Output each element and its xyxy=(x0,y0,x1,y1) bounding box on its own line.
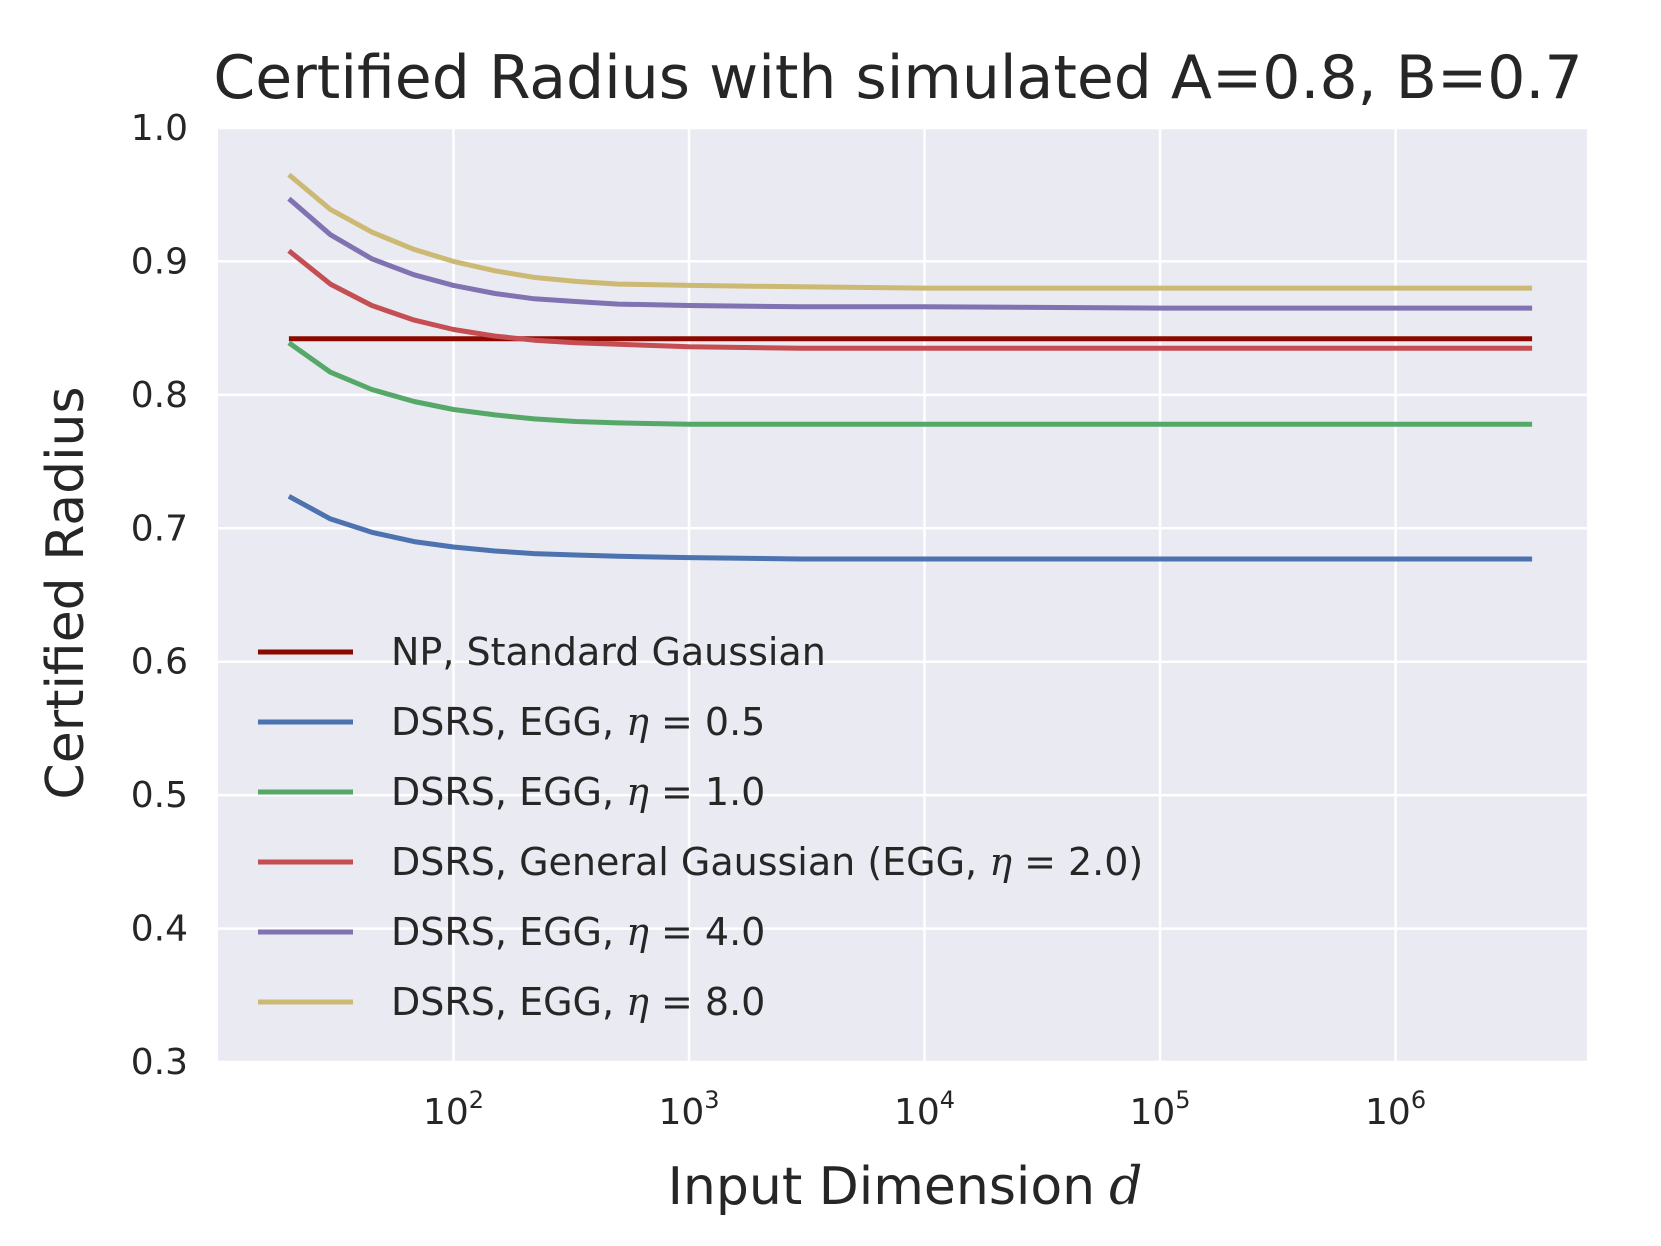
y-tick-label: 0.9 xyxy=(131,241,188,282)
legend-label: DSRS, EGG, η = 0.5 xyxy=(391,700,765,744)
y-tick-labels: 0.3 0.4 0.5 0.6 0.7 0.8 0.9 1.0 xyxy=(131,108,188,1083)
series-line-5 xyxy=(287,196,1533,311)
x-tick-label: 103 xyxy=(658,1086,719,1133)
x-tick-label: 106 xyxy=(1365,1086,1426,1133)
legend-item: DSRS, EGG, η = 4.0 xyxy=(258,910,765,954)
y-tick-label: 0.7 xyxy=(131,508,188,549)
legend-item: DSRS, EGG, η = 0.5 xyxy=(258,700,765,744)
y-tick-label: 0.6 xyxy=(131,642,188,683)
legend-label: DSRS, EGG, η = 1.0 xyxy=(391,770,765,814)
x-tick-label: 102 xyxy=(423,1086,484,1133)
y-tick-label: 0.5 xyxy=(131,775,188,816)
series-line-3 xyxy=(287,340,1533,427)
x-tick-label: 104 xyxy=(894,1086,955,1133)
x-axis-label-text: Input Dimension xyxy=(668,1157,1096,1217)
x-axis-label-variable: d xyxy=(1109,1157,1142,1217)
legend-item: DSRS, General Gaussian (EGG, η = 2.0) xyxy=(258,840,1143,884)
legend-label: NP, Standard Gaussian xyxy=(391,630,826,674)
y-tick-label: 0.3 xyxy=(131,1042,188,1083)
series-line-2 xyxy=(287,494,1533,562)
y-tick-label: 1.0 xyxy=(131,108,188,149)
y-tick-label: 0.8 xyxy=(131,375,188,416)
legend-item: DSRS, EGG, η = 1.0 xyxy=(258,770,765,814)
series-line-6 xyxy=(287,172,1533,291)
series-layer xyxy=(287,172,1533,562)
series-line-4 xyxy=(287,248,1533,351)
chart-title: Certified Radius with simulated A=0.8, B… xyxy=(213,43,1582,113)
legend-label: DSRS, EGG, η = 8.0 xyxy=(391,980,765,1024)
x-tick-labels: 102 103 104 105 106 xyxy=(423,1086,1426,1133)
legend-item: DSRS, EGG, η = 8.0 xyxy=(258,980,765,1024)
legend-item: NP, Standard Gaussian xyxy=(258,630,826,674)
legend-label: DSRS, EGG, η = 4.0 xyxy=(391,910,765,954)
grid xyxy=(218,126,1587,1064)
y-tick-label: 0.4 xyxy=(131,909,188,950)
legend-label: DSRS, General Gaussian (EGG, η = 2.0) xyxy=(391,840,1143,884)
x-tick-label: 105 xyxy=(1129,1086,1190,1133)
y-axis-label: Certified Radius xyxy=(36,386,96,799)
legend: NP, Standard Gaussian DSRS, EGG, η = 0.5 D… xyxy=(258,630,1143,1024)
x-axis-label: Input Dimension d xyxy=(668,1157,1143,1217)
